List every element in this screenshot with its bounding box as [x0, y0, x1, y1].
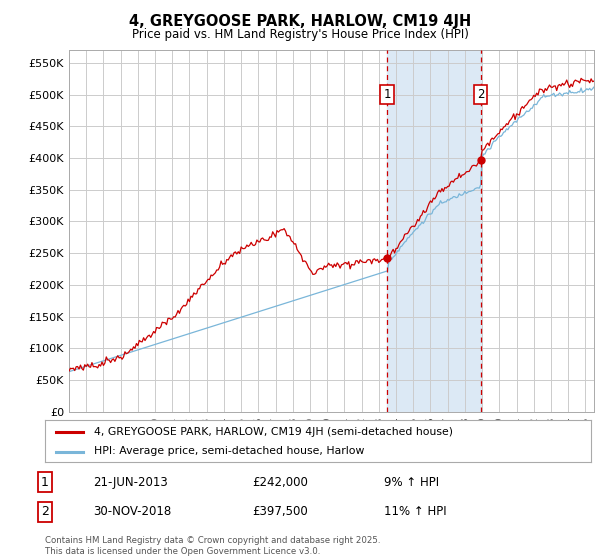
Text: 11% ↑ HPI: 11% ↑ HPI: [384, 505, 446, 519]
Text: 1: 1: [41, 475, 49, 489]
Text: 4, GREYGOOSE PARK, HARLOW, CM19 4JH: 4, GREYGOOSE PARK, HARLOW, CM19 4JH: [129, 14, 471, 29]
Text: 4, GREYGOOSE PARK, HARLOW, CM19 4JH (semi-detached house): 4, GREYGOOSE PARK, HARLOW, CM19 4JH (sem…: [94, 427, 453, 437]
Text: HPI: Average price, semi-detached house, Harlow: HPI: Average price, semi-detached house,…: [94, 446, 365, 456]
Text: 21-JUN-2013: 21-JUN-2013: [93, 475, 168, 489]
Text: £397,500: £397,500: [252, 505, 308, 519]
Text: 9% ↑ HPI: 9% ↑ HPI: [384, 475, 439, 489]
Text: Contains HM Land Registry data © Crown copyright and database right 2025.
This d: Contains HM Land Registry data © Crown c…: [45, 536, 380, 556]
Text: 2: 2: [477, 88, 484, 101]
Bar: [387, 50, 481, 412]
Text: Price paid vs. HM Land Registry's House Price Index (HPI): Price paid vs. HM Land Registry's House …: [131, 28, 469, 41]
Text: 1: 1: [383, 88, 391, 101]
Text: £242,000: £242,000: [252, 475, 308, 489]
Text: 30-NOV-2018: 30-NOV-2018: [93, 505, 171, 519]
Text: 2: 2: [41, 505, 49, 519]
